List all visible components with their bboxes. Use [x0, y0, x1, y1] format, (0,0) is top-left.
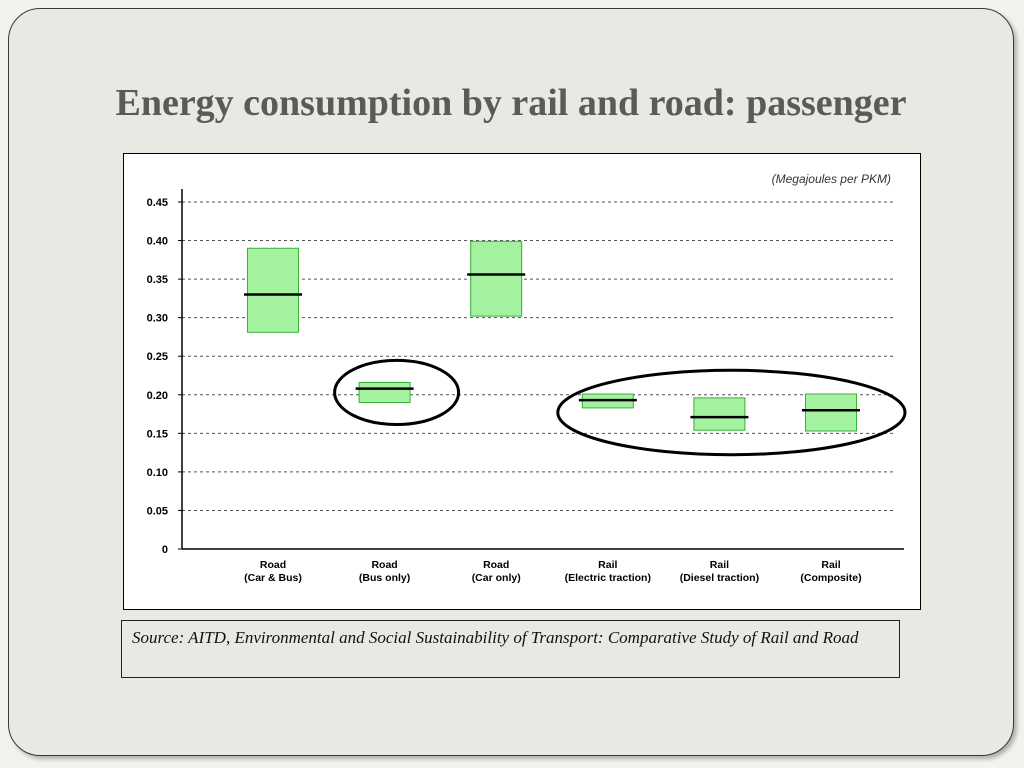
x-tick-sublabel: (Composite)	[800, 572, 861, 584]
highlight-ellipse	[333, 358, 461, 426]
slide-card: Energy consumption by rail and road: pas…	[8, 8, 1014, 756]
y-tick-label: 0	[162, 544, 168, 556]
x-tick-label: Road	[260, 559, 286, 571]
x-tick-sublabel: (Car only)	[472, 572, 521, 584]
x-tick-label: Rail	[821, 559, 840, 571]
slide-title: Energy consumption by rail and road: pas…	[115, 82, 907, 124]
x-tick-sublabel: (Bus only)	[359, 572, 410, 584]
y-tick-label: 0.25	[147, 351, 168, 363]
chart-panel: (Megajoules per PKM) 0 0.05 0.10 0.15 0.20 0.2…	[123, 153, 921, 610]
range-bar	[693, 397, 746, 431]
range-bar	[358, 381, 411, 403]
x-tick-label: Rail	[710, 559, 729, 571]
y-tick-label: 0.10	[147, 467, 168, 479]
y-tick-label: 0.20	[147, 390, 168, 402]
x-tick-sublabel: (Diesel traction)	[680, 572, 759, 584]
gridlines	[182, 201, 896, 511]
range-bar	[247, 247, 299, 333]
x-tick-label: Road	[371, 559, 397, 571]
energy-range-chart: (Megajoules per PKM) 0 0.05 0.10 0.15 0.20 0.2…	[147, 172, 907, 584]
range-bar	[470, 240, 523, 317]
source-box: Source: AITD, Environmental and Social S…	[121, 620, 900, 678]
x-tick-label: Road	[483, 559, 509, 571]
unit-label: (Megajoules per PKM)	[772, 172, 891, 186]
highlight-ellipse	[556, 368, 907, 457]
y-tick-label: 0.30	[147, 313, 168, 325]
y-tick-label: 0.40	[147, 236, 168, 248]
x-tick-label: Rail	[598, 559, 617, 571]
y-tick-label: 0.05	[147, 505, 168, 517]
y-tick-label: 0.35	[147, 274, 168, 286]
range-bar	[805, 393, 857, 432]
source-text: Source: AITD, Environmental and Social S…	[132, 628, 859, 647]
x-tick-sublabel: (Electric traction)	[565, 572, 651, 584]
y-tick-label: 0.15	[147, 428, 168, 440]
y-tick-label: 0.45	[147, 197, 168, 209]
x-tick-sublabel: (Car & Bus)	[244, 572, 302, 584]
